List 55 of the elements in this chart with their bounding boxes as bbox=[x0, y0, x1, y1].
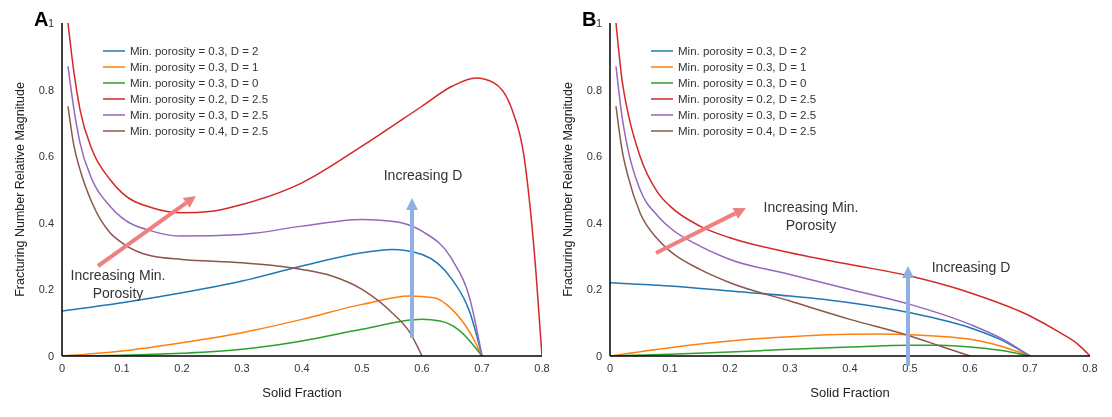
x-tick-label: 0.4 bbox=[294, 361, 310, 374]
y-tick-label: 0.4 bbox=[38, 216, 54, 229]
chart-title: A bbox=[34, 8, 49, 31]
x-tick-label: 0.3 bbox=[234, 361, 250, 374]
legend-label: Min. porosity = 0.2, D = 2.5 bbox=[130, 92, 269, 107]
x-axis-title: Solid Fraction bbox=[262, 385, 342, 400]
x-tick-label: 0.7 bbox=[474, 361, 490, 374]
y-tick-label: 0.4 bbox=[586, 216, 602, 229]
x-tick-label: 0.1 bbox=[662, 361, 678, 374]
y-axis-title: Fracturing Number Relative Magnitude bbox=[13, 82, 28, 297]
y-tick-label: 0.2 bbox=[586, 283, 602, 296]
annotation: Increasing D bbox=[382, 166, 464, 184]
line-series bbox=[67, 23, 542, 356]
legend-label: Min. porosity = 0.4, D = 2.5 bbox=[678, 124, 817, 139]
y-tick-label: 0.6 bbox=[38, 150, 54, 163]
x-tick-label: 0.2 bbox=[174, 361, 190, 374]
x-tick-label: 0.8 bbox=[534, 361, 550, 374]
line-series bbox=[615, 65, 1031, 356]
legend-label: Min. porosity = 0.3, D = 2.5 bbox=[678, 108, 817, 123]
annotation: Increasing D bbox=[930, 258, 1012, 276]
x-tick-label: 0.1 bbox=[114, 361, 130, 374]
legend-label: Min. porosity = 0.4, D = 2.5 bbox=[130, 124, 269, 139]
legend-label: Min. porosity = 0.3, D = 2 bbox=[130, 44, 259, 59]
y-tick-label: 0 bbox=[47, 349, 54, 362]
x-tick-label: 0.6 bbox=[962, 361, 978, 374]
x-tick-label: 0 bbox=[606, 361, 614, 374]
line-series bbox=[67, 65, 483, 356]
line-series bbox=[615, 23, 1090, 356]
x-axis-title: Solid Fraction bbox=[810, 385, 890, 400]
x-tick-label: 0.8 bbox=[1082, 361, 1098, 374]
y-tick-label: 0.2 bbox=[38, 283, 54, 296]
y-tick-label: 0.8 bbox=[38, 83, 54, 96]
x-tick-label: 0.2 bbox=[722, 361, 738, 374]
legend-label: Min. porosity = 0.3, D = 1 bbox=[130, 60, 259, 75]
x-tick-label: 0.6 bbox=[414, 361, 430, 374]
legend-label: Min. porosity = 0.3, D = 2 bbox=[678, 44, 807, 59]
x-tick-label: 0.7 bbox=[1022, 361, 1038, 374]
legend-label: Min. porosity = 0.3, D = 0 bbox=[678, 76, 807, 91]
legend-label: Min. porosity = 0.3, D = 2.5 bbox=[130, 108, 269, 123]
x-tick-label: 0.4 bbox=[842, 361, 858, 374]
y-tick-label: 0.8 bbox=[586, 83, 602, 96]
annotation: Increasing Min. Porosity bbox=[762, 198, 860, 234]
legend-label: Min. porosity = 0.2, D = 2.5 bbox=[678, 92, 817, 107]
legend-label: Min. porosity = 0.3, D = 1 bbox=[678, 60, 807, 75]
annotation: Increasing Min. Porosity bbox=[69, 266, 167, 302]
y-axis-title: Fracturing Number Relative Magnitude bbox=[561, 82, 576, 297]
legend-label: Min. porosity = 0.3, D = 0 bbox=[130, 76, 259, 91]
y-tick-label: 0 bbox=[595, 349, 602, 362]
x-tick-label: 0.3 bbox=[782, 361, 798, 374]
chart-title: B bbox=[582, 8, 597, 31]
x-tick-label: 0.5 bbox=[354, 361, 370, 374]
y-tick-label: 1 bbox=[47, 16, 54, 29]
y-tick-label: 0.6 bbox=[586, 150, 602, 163]
y-tick-label: 1 bbox=[595, 16, 602, 29]
x-tick-label: 0 bbox=[58, 361, 66, 374]
